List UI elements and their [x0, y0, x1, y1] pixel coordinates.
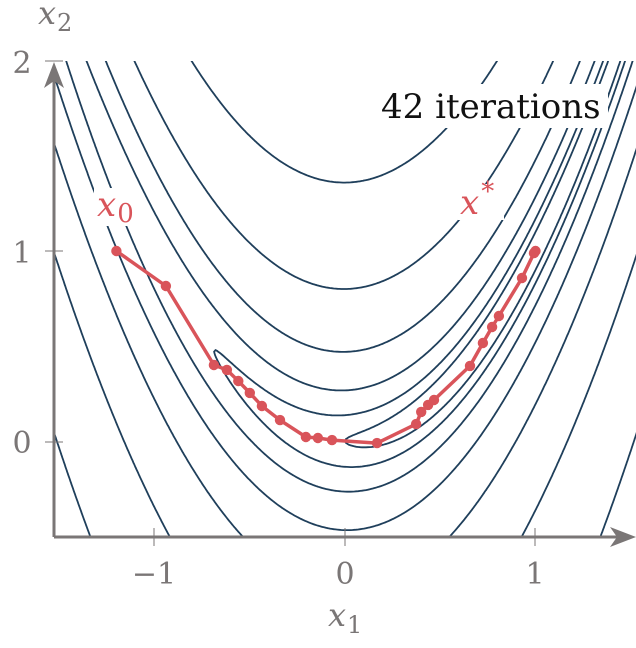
path-point: [300, 431, 312, 443]
path-point: [516, 272, 528, 284]
x-tick-label-1: 1: [525, 557, 544, 592]
y-axis-arrow-icon: [44, 62, 64, 88]
contour-level: [54, 61, 636, 537]
x-axis-label: x1: [328, 596, 362, 639]
contour-level: [54, 429, 636, 537]
path-point: [233, 375, 244, 387]
path-point: [371, 437, 383, 449]
xstar-label: x*: [460, 177, 494, 223]
path-point: [464, 360, 476, 372]
axes: −1 0 1 0 1 2 x1 x2: [12, 0, 636, 639]
x0-label-background: [94, 188, 138, 226]
y-axis-label: x2: [38, 0, 72, 37]
path-point: [416, 406, 427, 418]
path-point: [486, 321, 498, 333]
contour-level: [54, 61, 636, 537]
iterations-annotation: 42 iterations: [381, 87, 601, 127]
path-point: [493, 310, 505, 322]
x0-label: x0: [97, 185, 134, 229]
path-point: [530, 245, 541, 257]
contour-level: [54, 61, 636, 531]
path-point: [111, 245, 122, 257]
y-tick-label-1: 1: [12, 236, 31, 271]
optimization-path: [111, 245, 541, 449]
path-point: [326, 434, 338, 446]
path-point: [221, 364, 233, 376]
path-point: [477, 337, 489, 349]
path-point: [274, 414, 286, 426]
x-tick-label-m1: −1: [132, 557, 176, 592]
path-point: [428, 394, 440, 406]
path-point: [256, 400, 268, 412]
annotation-background: [378, 84, 608, 128]
path-point: [410, 418, 422, 430]
y-tick-label-0: 0: [12, 426, 31, 461]
path-point: [208, 359, 220, 371]
path-point: [160, 280, 172, 292]
contour-lines: [54, 61, 636, 537]
y-tick-label-2: 2: [12, 46, 31, 81]
path-point: [244, 387, 255, 399]
x-axis-arrow-icon: [610, 527, 636, 547]
xstar-label-background: [458, 184, 504, 220]
x-tick-label-0: 0: [335, 557, 354, 592]
path-point: [312, 432, 324, 444]
